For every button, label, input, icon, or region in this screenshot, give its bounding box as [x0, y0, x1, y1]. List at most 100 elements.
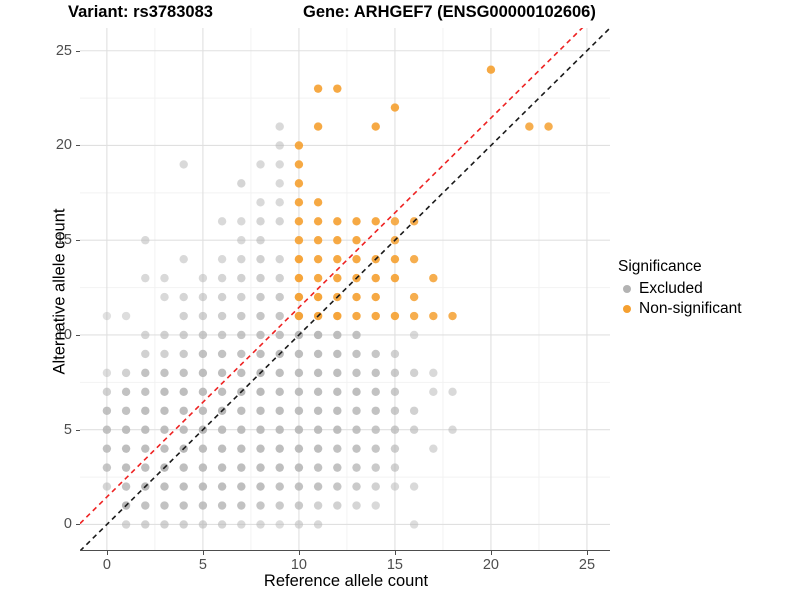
data-point	[390, 217, 400, 226]
data-point	[256, 482, 265, 491]
legend-item-non-significant[interactable]: Non-significant	[618, 299, 742, 319]
legend-dot	[623, 305, 631, 313]
data-point	[160, 349, 169, 359]
data-point	[237, 425, 246, 434]
data-point	[352, 482, 361, 491]
y-tick-mark	[76, 50, 80, 52]
data-point	[333, 425, 342, 434]
data-point	[294, 179, 304, 188]
data-point	[313, 463, 323, 472]
x-tick-label: 10	[290, 557, 307, 573]
data-point	[448, 387, 457, 397]
data-point	[294, 160, 304, 169]
data-point	[217, 501, 227, 510]
y-tick-mark	[76, 334, 80, 336]
legend-item-label: Excluded	[639, 280, 703, 297]
data-point	[198, 520, 208, 529]
data-point	[237, 349, 246, 359]
data-point	[102, 444, 112, 453]
data-point	[256, 349, 265, 359]
data-point	[256, 501, 265, 510]
data-point	[237, 520, 246, 529]
data-point	[198, 368, 208, 378]
data-point	[294, 236, 304, 245]
data-point	[390, 406, 400, 415]
variant-title: Variant: rs3783083	[68, 3, 213, 21]
data-point	[237, 501, 246, 510]
data-point	[429, 387, 438, 397]
data-point	[160, 425, 169, 434]
data-point	[275, 482, 284, 491]
data-point	[294, 349, 304, 359]
data-point	[121, 387, 131, 397]
data-point	[294, 406, 304, 415]
y-tick-label: 15	[55, 232, 72, 249]
data-point	[333, 84, 342, 93]
x-tick-label: 20	[482, 557, 500, 573]
data-point	[237, 179, 246, 188]
data-point	[525, 122, 534, 131]
data-point	[198, 273, 208, 283]
data-point	[141, 349, 150, 359]
data-point	[333, 311, 342, 321]
data-point	[217, 292, 227, 302]
data-point	[275, 387, 284, 397]
data-point	[102, 482, 112, 491]
data-point	[371, 425, 380, 434]
data-point	[429, 311, 438, 321]
data-point	[352, 330, 361, 340]
data-point	[198, 311, 208, 321]
data-point	[275, 311, 284, 321]
data-point	[256, 387, 265, 397]
data-point	[313, 387, 323, 397]
data-point	[390, 103, 400, 112]
data-point	[256, 406, 265, 415]
data-point	[217, 217, 227, 226]
data-point	[179, 406, 188, 415]
data-point	[390, 349, 400, 359]
data-point	[256, 236, 265, 245]
data-point	[371, 501, 380, 510]
data-point	[409, 482, 419, 491]
data-point	[390, 482, 400, 491]
data-point	[275, 122, 284, 131]
data-point	[352, 406, 361, 415]
data-point	[333, 501, 342, 510]
data-point	[409, 425, 419, 434]
data-point	[352, 501, 361, 510]
data-point	[313, 292, 323, 302]
data-point	[102, 425, 112, 434]
plot-canvas	[80, 28, 610, 551]
data-point	[275, 406, 284, 415]
data-point	[275, 330, 284, 340]
data-point	[429, 273, 438, 283]
identity-line	[80, 28, 610, 551]
data-point	[141, 425, 150, 434]
data-point	[198, 482, 208, 491]
data-point	[313, 236, 323, 245]
data-point	[179, 349, 188, 359]
data-point	[409, 406, 419, 415]
data-point	[141, 463, 150, 472]
data-point	[275, 463, 284, 472]
data-point	[102, 463, 112, 472]
data-point	[160, 368, 169, 378]
data-point	[313, 425, 323, 434]
data-point	[313, 217, 323, 226]
data-point	[141, 501, 150, 510]
x-tick-mark	[298, 551, 300, 555]
data-point	[256, 311, 265, 321]
data-point	[352, 444, 361, 453]
data-point	[160, 406, 169, 415]
data-point	[160, 520, 169, 529]
data-point	[121, 406, 131, 415]
data-point	[371, 273, 380, 283]
data-point	[275, 160, 284, 169]
legend-item-excluded[interactable]: Excluded	[618, 279, 742, 299]
data-point	[275, 425, 284, 434]
data-point	[198, 501, 208, 510]
data-point	[256, 273, 265, 283]
data-point	[275, 198, 284, 207]
data-point	[390, 254, 400, 264]
data-point	[294, 387, 304, 397]
